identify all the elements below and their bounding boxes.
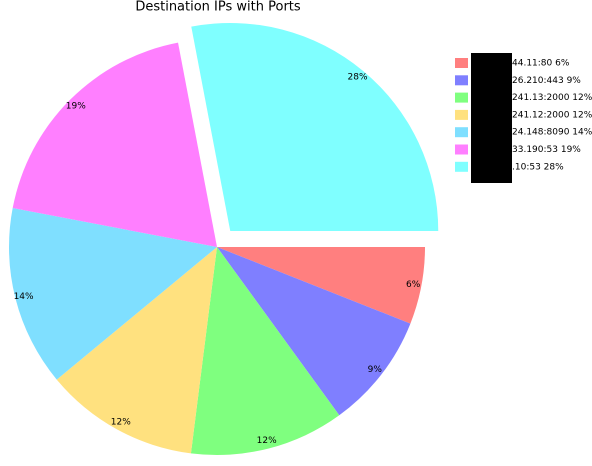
slice-label: 6%	[406, 280, 421, 290]
pie-slice	[191, 22, 439, 231]
slice-label: 14%	[14, 292, 34, 302]
legend-label: 241.13:2000 12%	[512, 93, 592, 103]
slice-label: 12%	[257, 436, 277, 446]
pie-slice	[12, 42, 218, 248]
legend-swatch	[455, 75, 468, 86]
chart-title: Destination IPs with Ports	[135, 0, 301, 15]
pie-slice	[56, 247, 217, 454]
legend-label: 26.210:443 9%	[512, 76, 581, 86]
legend-swatch	[455, 58, 468, 68]
legend-swatch	[455, 92, 468, 103]
legend-label: .10:53 28%	[512, 162, 564, 172]
legend-swatch	[455, 144, 468, 155]
legend-swatch	[455, 161, 468, 172]
pie-slice	[8, 208, 217, 380]
pie-slice	[217, 247, 425, 324]
pie-slice	[190, 247, 340, 455]
slice-label: 9%	[368, 365, 383, 375]
legend-label: 241.12:2000 12%	[512, 110, 592, 120]
legend-swatch	[455, 127, 468, 138]
redaction-box	[471, 53, 512, 183]
pie-slice	[217, 247, 411, 416]
legend-label: 33.190:53 19%	[512, 145, 581, 155]
slice-label: 28%	[348, 73, 368, 83]
legend-label: 24.148:8090 14%	[512, 128, 592, 138]
legend-swatch	[455, 109, 468, 120]
slice-label: 12%	[111, 417, 131, 427]
legend-label: 44.11:80 6%	[512, 59, 570, 69]
slice-label: 19%	[66, 101, 86, 111]
